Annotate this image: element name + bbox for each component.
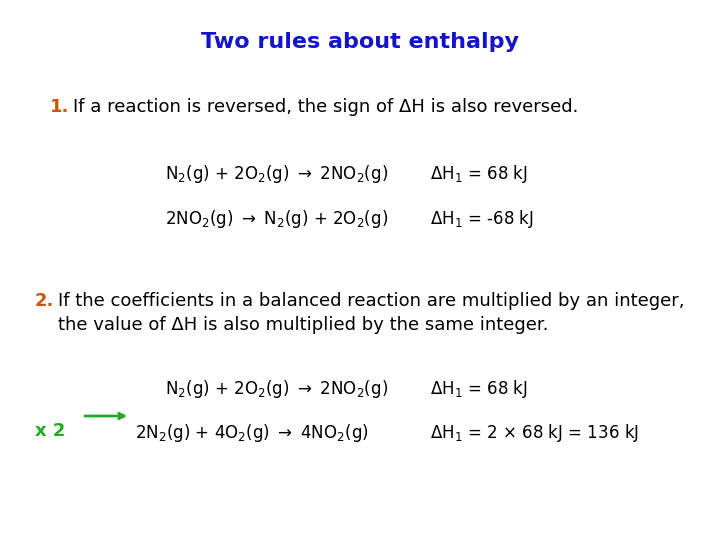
Text: $\Delta$H$_1$ = -68 kJ: $\Delta$H$_1$ = -68 kJ bbox=[430, 208, 534, 230]
Text: 2.: 2. bbox=[35, 292, 55, 310]
Text: If a reaction is reversed, the sign of ΔH is also reversed.: If a reaction is reversed, the sign of Δ… bbox=[73, 98, 578, 116]
Text: N$_2$(g) + 2O$_2$(g) $\rightarrow$ 2NO$_2$(g): N$_2$(g) + 2O$_2$(g) $\rightarrow$ 2NO$_… bbox=[165, 378, 388, 400]
Text: 2NO$_2$(g) $\rightarrow$ N$_2$(g) + 2O$_2$(g): 2NO$_2$(g) $\rightarrow$ N$_2$(g) + 2O$_… bbox=[165, 208, 388, 230]
Text: $\Delta$H$_1$ = 2 $\times$ 68 kJ = 136 kJ: $\Delta$H$_1$ = 2 $\times$ 68 kJ = 136 k… bbox=[430, 422, 639, 444]
Text: If the coefficients in a balanced reaction are multiplied by an integer,: If the coefficients in a balanced reacti… bbox=[58, 292, 685, 310]
Text: $\Delta$H$_1$ = 68 kJ: $\Delta$H$_1$ = 68 kJ bbox=[430, 163, 528, 185]
Text: x 2: x 2 bbox=[35, 422, 66, 440]
Text: 2N$_2$(g) + 4O$_2$(g) $\rightarrow$ 4NO$_2$(g): 2N$_2$(g) + 4O$_2$(g) $\rightarrow$ 4NO$… bbox=[135, 422, 369, 444]
Text: $\Delta$H$_1$ = 68 kJ: $\Delta$H$_1$ = 68 kJ bbox=[430, 378, 528, 400]
Text: N$_2$(g) + 2O$_2$(g) $\rightarrow$ 2NO$_2$(g): N$_2$(g) + 2O$_2$(g) $\rightarrow$ 2NO$_… bbox=[165, 163, 388, 185]
Text: 1.: 1. bbox=[50, 98, 69, 116]
Text: Two rules about enthalpy: Two rules about enthalpy bbox=[201, 32, 519, 52]
Text: the value of ΔH is also multiplied by the same integer.: the value of ΔH is also multiplied by th… bbox=[58, 316, 549, 334]
